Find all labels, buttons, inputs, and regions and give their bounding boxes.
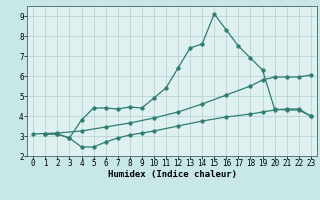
X-axis label: Humidex (Indice chaleur): Humidex (Indice chaleur): [108, 170, 236, 179]
